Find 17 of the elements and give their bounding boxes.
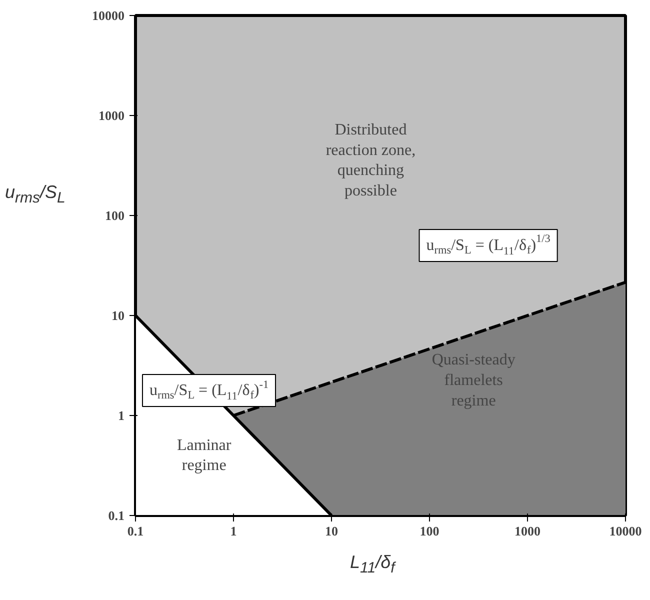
x-tick-label: 100 (420, 524, 440, 538)
y-tick-label: 0.1 (108, 508, 124, 523)
y-tick-label: 10 (112, 308, 124, 323)
x-tick-label: 0.1 (127, 524, 144, 538)
y-tick-label: 100 (105, 208, 124, 223)
x-tick-label: 10 (325, 524, 338, 538)
text: u$_{rms}$/S$_{L}$ (5, 182, 66, 207)
y-tick-label: 1 (118, 408, 124, 423)
annotation: Quasi-steady flamelets regime (432, 352, 516, 410)
x-axis-title: L$_{11}$/δ$_{f}$ (350, 551, 395, 579)
annotation: Laminar regime (177, 436, 232, 474)
y-tick-label: 1000 (98, 108, 124, 123)
x-tick-label: 1 (230, 524, 237, 538)
annotation: Distributed reaction zone, quenching possible (326, 121, 416, 200)
x-tick-label: 1000 (514, 524, 540, 538)
y-tick-label: 10000 (92, 8, 124, 23)
x-tick-label: 10000 (609, 524, 642, 538)
